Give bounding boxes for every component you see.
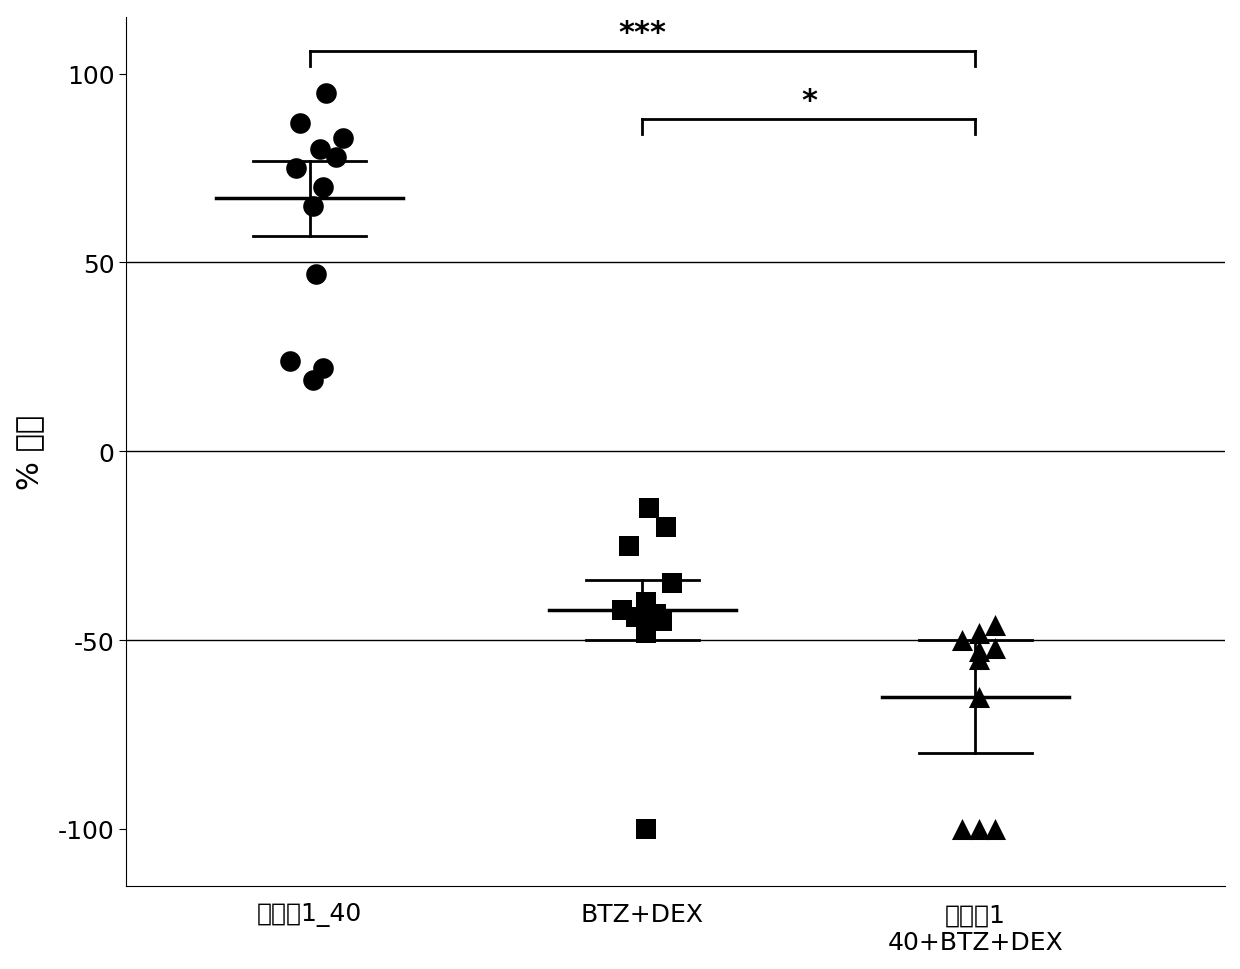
Point (986, 822, 1006, 837)
Point (639, 501, 658, 516)
Point (303, 199, 322, 214)
Point (613, 603, 632, 618)
Point (968, 689, 988, 704)
Point (332, 131, 352, 146)
Point (986, 641, 1006, 656)
Point (312, 180, 332, 196)
Point (986, 617, 1006, 633)
Point (306, 266, 326, 282)
Point (303, 372, 322, 388)
Point (326, 150, 346, 166)
Point (968, 651, 988, 667)
Point (652, 613, 672, 629)
Point (952, 633, 972, 648)
Text: ***: *** (619, 19, 666, 48)
Point (968, 625, 988, 641)
Y-axis label: % 変化: % 変化 (15, 415, 43, 489)
Point (636, 595, 656, 610)
Point (656, 519, 676, 535)
Point (619, 539, 639, 554)
Point (952, 822, 972, 837)
Point (290, 116, 310, 132)
Point (968, 822, 988, 837)
Text: *: * (801, 87, 817, 116)
Point (636, 822, 656, 837)
Point (636, 625, 656, 641)
Point (968, 644, 988, 660)
Point (310, 142, 330, 158)
Point (646, 607, 666, 622)
Point (280, 354, 300, 369)
Point (626, 610, 646, 626)
Point (312, 361, 332, 377)
Point (316, 85, 336, 101)
Point (286, 161, 306, 176)
Point (662, 577, 682, 592)
